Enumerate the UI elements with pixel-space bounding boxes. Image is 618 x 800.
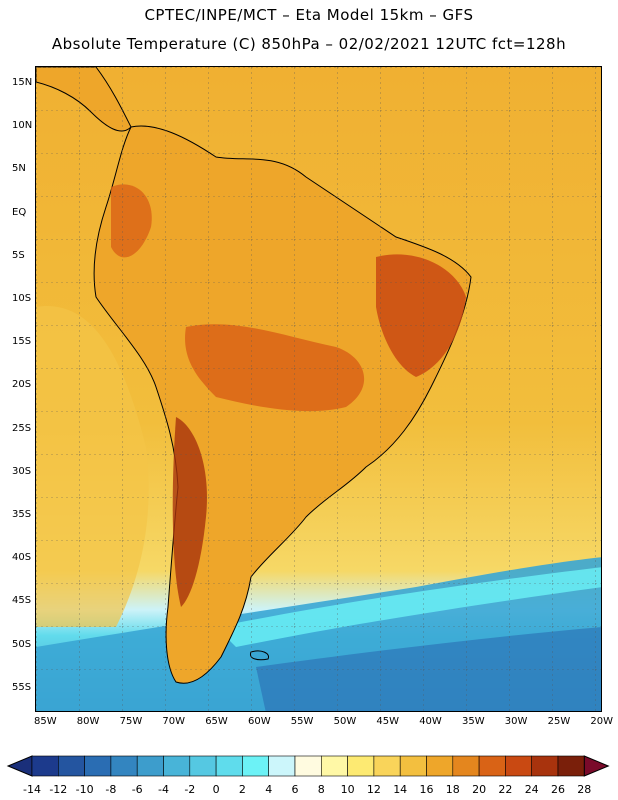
lat-label: 40S xyxy=(12,552,32,564)
lat-label: 30S xyxy=(12,465,32,477)
colorbar-high-arrow xyxy=(583,755,610,777)
lat-label: 5N xyxy=(12,163,26,175)
colorbar-tick-label: -10 xyxy=(75,783,94,796)
lon-label: 85W xyxy=(34,716,57,727)
colorbar-tick-label: 26 xyxy=(551,783,565,796)
colorbar-tick-label: 22 xyxy=(498,783,513,796)
colorbar-tick-label: 14 xyxy=(393,783,408,796)
colorbar-tick-label: -12 xyxy=(49,783,68,796)
colorbar-low-arrow xyxy=(6,755,33,777)
lat-label: 15S xyxy=(12,336,32,348)
colorbar-swatch xyxy=(294,755,322,777)
colorbar-swatch xyxy=(242,755,269,777)
lon-label: 80W xyxy=(76,716,100,727)
colorbar-swatch xyxy=(215,755,243,777)
colorbar-tick-label: 16 xyxy=(419,783,434,796)
colorbar-swatch xyxy=(399,755,427,777)
lon-label: 25W xyxy=(547,716,571,727)
colorbar-swatch xyxy=(189,755,217,777)
colorbar-tick-label: 4 xyxy=(265,783,273,796)
colorbar xyxy=(6,755,610,777)
colorbar-tick-label: -14 xyxy=(23,783,41,796)
lon-label: 20W xyxy=(590,716,614,727)
colorbar-tick-label: 12 xyxy=(366,783,381,796)
colorbar-swatch xyxy=(531,755,559,777)
colorbar-tick-label: -2 xyxy=(184,783,196,796)
lat-label: 50S xyxy=(12,638,32,650)
lon-label: 40W xyxy=(419,716,442,727)
colorbar-tick-label: 6 xyxy=(291,783,299,796)
colorbar-tick-label: 28 xyxy=(577,783,592,796)
lat-label: 35S xyxy=(12,509,32,520)
colorbar-swatch xyxy=(57,755,85,777)
colorbar-swatch xyxy=(478,755,506,777)
colorbar-tick-label: -8 xyxy=(105,783,117,796)
colorbar-swatch xyxy=(31,755,59,777)
lon-label: 30W xyxy=(504,716,528,727)
lon-label: 55W xyxy=(290,716,314,727)
colorbar-tick-label: 20 xyxy=(472,783,487,796)
lon-label: 65W xyxy=(205,716,228,727)
map-svg xyxy=(36,67,601,711)
lat-label: 10S xyxy=(12,293,32,304)
colorbar-swatch xyxy=(320,755,348,777)
lon-label: 35W xyxy=(462,716,485,727)
map-grid xyxy=(36,67,601,711)
chart-title-line1: CPTEC/INPE/MCT – Eta Model 15km – GFS xyxy=(144,6,474,24)
lon-label: 45W xyxy=(376,716,400,727)
colorbar-tick-label: 0 xyxy=(212,783,220,796)
colorbar-tick-label: 10 xyxy=(340,783,355,796)
lat-label: 45S xyxy=(12,595,32,607)
lat-label: 20S xyxy=(12,379,32,391)
colorbar-swatch xyxy=(347,755,375,777)
lon-label: 75W xyxy=(119,716,143,727)
lon-label: 50W xyxy=(333,716,357,727)
lat-label: EQ xyxy=(12,206,27,218)
colorbar-tick-label: 2 xyxy=(238,783,246,796)
colorbar-tick-label: -4 xyxy=(158,783,169,796)
colorbar-swatch xyxy=(84,755,112,777)
lat-label: 10N xyxy=(12,120,33,132)
chart-title-line2: Absolute Temperature (C) 850hPa – 02/02/… xyxy=(51,35,567,53)
colorbar-swatch xyxy=(505,755,532,777)
lat-label: 5S xyxy=(12,249,25,261)
colorbar-swatch xyxy=(426,755,454,777)
lon-label: 70W xyxy=(162,716,186,727)
colorbar-swatch xyxy=(373,755,401,777)
colorbar-swatch xyxy=(163,755,191,777)
colorbar-swatch xyxy=(110,755,138,777)
colorbar-tick-label: 8 xyxy=(317,783,325,796)
colorbar-swatch xyxy=(268,755,296,777)
lat-label: 15N xyxy=(12,77,33,88)
colorbar-swatch xyxy=(136,755,164,777)
colorbar-tick-label: -6 xyxy=(131,783,143,796)
lat-label: 55S xyxy=(12,681,32,693)
colorbar-tick-label: 24 xyxy=(524,783,539,796)
temperature-map xyxy=(35,66,602,712)
lon-label: 60W xyxy=(248,716,271,727)
colorbar-swatch xyxy=(557,755,585,777)
colorbar-tick-label: 18 xyxy=(445,783,460,796)
lat-label: 25S xyxy=(12,422,32,434)
colorbar-swatch xyxy=(452,755,480,777)
